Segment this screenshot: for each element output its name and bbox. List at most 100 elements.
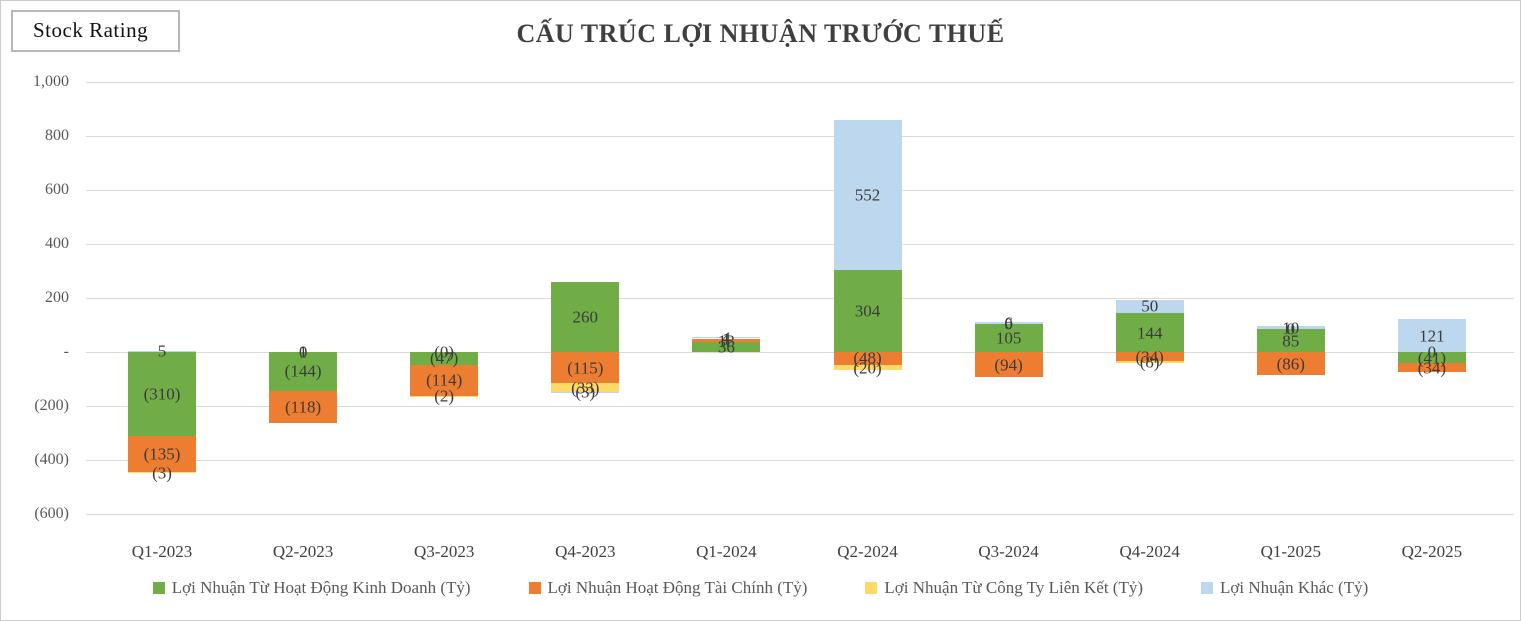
legend-label: Lợi Nhuận Từ Công Ty Liên Kết (Tỷ)	[884, 578, 1144, 597]
bar-data-label: (3)	[152, 463, 172, 483]
bar-segment	[974, 352, 1043, 378]
bar-segment	[410, 352, 479, 365]
bar-segment	[692, 342, 761, 352]
bar-data-label: 6	[1004, 313, 1013, 333]
bar-segment	[974, 323, 1043, 352]
gridline	[86, 352, 1514, 353]
bar-data-label: (20)	[853, 358, 882, 378]
bar-data-label: (118)	[284, 397, 322, 417]
x-axis-category-label: Q4-2023	[555, 542, 616, 561]
legend-label: Lợi Nhuận Từ Hoạt Động Kinh Doanh (Tỷ)	[171, 578, 471, 597]
bar-data-label: (48)	[853, 348, 882, 368]
legend-item-1: Lợi Nhuận Từ Hoạt Động Kinh Doanh (Tỷ)	[152, 578, 471, 598]
bar-segment	[551, 281, 620, 352]
bar-data-label: 4	[722, 328, 731, 348]
y-axis-tick-label: (400)	[34, 451, 69, 469]
bar-segment	[410, 364, 479, 396]
bar-segment	[1115, 361, 1184, 364]
bar-segment	[410, 395, 479, 397]
bar-data-label: (2)	[434, 386, 455, 406]
x-axis-category-label: Q4-2024	[1119, 542, 1180, 561]
gridline	[86, 406, 1514, 408]
legend-item-4: Lợi Nhuận Khác (Tỷ)	[1201, 578, 1368, 598]
bar-data-label: 552	[854, 185, 881, 205]
bar-data-label: 0	[298, 342, 308, 362]
bar-data-label: (115)	[567, 358, 604, 378]
bar-data-label: 10	[1282, 318, 1300, 338]
bar-segment	[1115, 352, 1184, 362]
gridline	[86, 297, 1514, 299]
bar-data-label: 1	[298, 342, 308, 362]
gridline	[86, 243, 1514, 245]
bar-data-label: 85	[1282, 331, 1300, 350]
bar-segment	[692, 338, 761, 343]
bar-segment	[1397, 319, 1466, 352]
legend-item-2: Lợi Nhuận Hoạt Động Tài Chính (Tỷ)	[528, 578, 808, 598]
gridline	[86, 514, 1514, 516]
chart-legend: Lợi Nhuận Từ Hoạt Động Kinh Doanh (Tỷ) Lợ…	[1, 578, 1520, 598]
bar-segment	[1397, 363, 1466, 373]
legend-swatch-icon	[1201, 582, 1214, 594]
stock-rating-label: Stock Rating	[33, 18, 149, 42]
bar-segment	[128, 435, 196, 473]
y-axis-tick-label: 400	[45, 234, 69, 252]
bar-data-label: 304	[854, 301, 881, 321]
bar-segment	[551, 352, 620, 384]
bar-segment	[128, 472, 196, 474]
gridline	[86, 189, 1514, 191]
bar-data-label: (41)	[1417, 348, 1447, 368]
x-axis-category-label: Q2-2025	[1401, 542, 1463, 561]
legend-swatch-icon	[865, 582, 878, 594]
legend-label: Lợi Nhuận Hoạt Động Tài Chính (Tỷ)	[547, 578, 808, 597]
bar-segment	[1256, 329, 1325, 352]
legend-swatch-icon	[152, 582, 165, 594]
gridline	[86, 135, 1514, 137]
gridline	[86, 81, 1514, 83]
x-axis-category-label: Q1-2025	[1260, 542, 1322, 561]
bar-data-label: 0	[1004, 314, 1013, 334]
bar-segment	[128, 352, 196, 436]
bar-data-label: 0	[1286, 319, 1296, 339]
bar-data-label: 105	[995, 328, 1022, 348]
bar-segment	[833, 364, 902, 371]
bar-segment	[1256, 326, 1325, 329]
y-axis-tick-label: (600)	[34, 505, 69, 523]
bar-data-label: (33)	[571, 378, 600, 398]
x-axis-category-label: Q1-2024	[696, 542, 757, 561]
y-axis-tick-label: -	[63, 343, 69, 360]
bar-data-label: (34)	[1135, 347, 1164, 367]
bar-segment	[833, 269, 902, 352]
x-axis-category-label: Q1-2023	[131, 542, 193, 561]
legend-swatch-icon	[528, 582, 541, 594]
x-axis-category-label: Q2-2023	[272, 542, 334, 561]
bar-data-label: (135)	[143, 444, 181, 464]
bar-data-label: (8)	[1139, 352, 1160, 372]
legend-label: Lợi Nhuận Khác (Tỷ)	[1220, 578, 1369, 597]
bar-data-label: (144)	[284, 361, 322, 381]
bar-segment	[269, 390, 338, 423]
bar-segment	[1256, 352, 1325, 376]
x-axis-category-label: Q3-2023	[413, 542, 475, 561]
bar-segment	[128, 350, 196, 352]
bar-segment	[1397, 352, 1466, 364]
bar-data-label: (47)	[430, 348, 459, 368]
bar-segment	[1115, 299, 1184, 314]
bar-data-label: (94)	[994, 355, 1023, 375]
legend-item-3: Lợi Nhuận Từ Công Ty Liên Kết (Tỷ)	[865, 578, 1143, 598]
bar-data-label: (34)	[1417, 358, 1447, 378]
bar-data-label: (310)	[143, 384, 181, 404]
y-axis-tick-label: 800	[45, 126, 69, 144]
bar-segment	[269, 352, 338, 391]
x-axis-category-label: Q2-2024	[837, 542, 898, 561]
bar-data-label: (0)	[434, 342, 455, 362]
bar-data-label: 0	[1427, 342, 1437, 362]
y-axis-tick-label: 1,000	[33, 72, 69, 90]
y-axis-tick-label: (200)	[34, 397, 69, 415]
y-axis-tick-label: 200	[45, 288, 69, 306]
bar-segment	[551, 392, 620, 393]
bar-data-label: 5	[157, 341, 167, 361]
bar-data-label: 36	[717, 337, 735, 357]
chart-title: CẤU TRÚC LỢI NHUẬN TRƯỚC THUẾ	[516, 19, 1005, 48]
bar-data-label: 1	[722, 329, 731, 349]
stock-rating-badge: Stock Rating	[11, 10, 181, 52]
